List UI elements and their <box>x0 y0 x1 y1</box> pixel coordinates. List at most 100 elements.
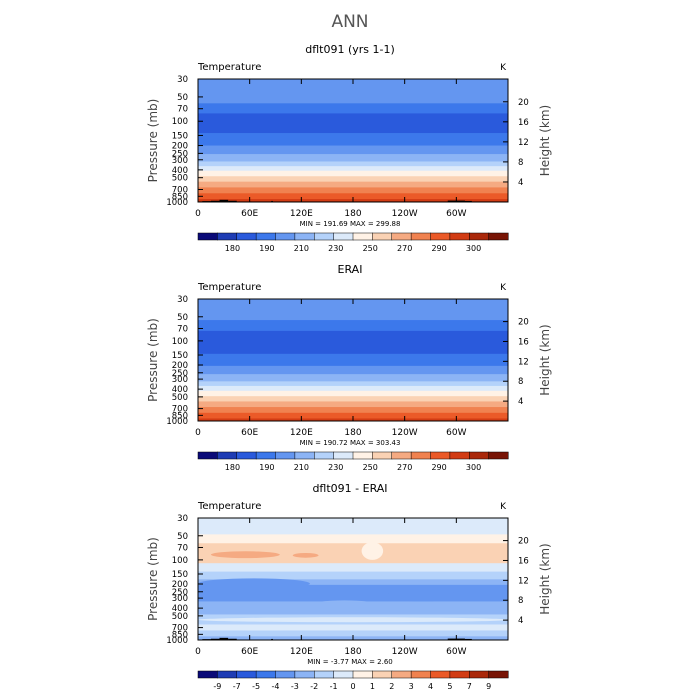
pressure-tick-label: 30 <box>177 514 188 524</box>
x-tick-label: 60W <box>446 647 466 657</box>
colorbar-swatch <box>488 232 509 241</box>
panel-title: ERAI <box>338 263 363 276</box>
colorbar-label: 2 <box>389 682 394 691</box>
colorbar-label: 250 <box>363 244 378 253</box>
colorbar-swatch <box>314 451 335 460</box>
contour-band <box>198 187 508 194</box>
x-tick-label: 180 <box>344 428 361 438</box>
contour-band <box>198 374 508 382</box>
terrain-mask <box>210 200 220 202</box>
terrain-mask <box>464 638 472 640</box>
colorbar-swatch <box>488 451 509 460</box>
contour-band <box>198 401 508 408</box>
pressure-tick-label: 70 <box>177 543 188 553</box>
y2-axis-label: Height (km) <box>538 543 552 614</box>
x-tick-label: 0 <box>195 209 201 219</box>
colorbar-swatch <box>275 232 296 241</box>
colorbar-label: 210 <box>294 463 309 472</box>
pressure-tick-label: 200 <box>172 361 188 371</box>
min-max-stats: MIN = -3.77 MAX = 2.60 <box>307 658 393 666</box>
colorbar-label: 190 <box>259 463 274 472</box>
colorbar-swatch <box>449 451 470 460</box>
terrain-mask <box>210 638 220 640</box>
pressure-tick-label: 500 <box>172 174 188 184</box>
colorbar-swatch <box>372 232 393 241</box>
colorbar-swatch <box>352 232 373 241</box>
colorbar-swatch <box>217 232 238 241</box>
x-tick-label: 120E <box>290 428 313 438</box>
panel-title: dflt091 (yrs 1-1) <box>305 43 395 56</box>
colorbar-label: 300 <box>466 463 481 472</box>
pressure-tick-label: 150 <box>172 351 188 361</box>
pressure-tick-label: 30 <box>177 75 188 85</box>
colorbar-label: -4 <box>272 682 280 691</box>
pressure-tick-label: 100 <box>172 556 188 566</box>
field-label: Temperature <box>197 501 261 512</box>
terrain-mask <box>464 200 472 202</box>
colorbar-label: 4 <box>428 682 433 691</box>
x-tick-label: 120E <box>290 647 313 657</box>
contour-feature <box>292 552 319 558</box>
colorbar-swatch <box>391 232 412 241</box>
height-tick-label: 4 <box>518 397 523 407</box>
pressure-tick-label: 850 <box>172 630 188 640</box>
pressure-tick-label: 50 <box>177 532 188 542</box>
colorbar-swatch <box>410 670 432 679</box>
pressure-tick-label: 50 <box>177 313 188 323</box>
colorbar-swatch <box>197 232 218 241</box>
pressure-tick-label: 30 <box>177 295 188 305</box>
contour-band <box>198 412 508 419</box>
contour-band <box>198 579 508 586</box>
colorbar-swatch <box>449 670 470 679</box>
contour-band <box>198 154 508 162</box>
pressure-tick-label: 400 <box>172 604 188 614</box>
colorbar-swatch <box>275 670 296 679</box>
colorbar-label: 1 <box>370 682 375 691</box>
contour-band <box>198 396 508 402</box>
y-axis-label: Pressure (mb) <box>146 99 160 183</box>
pressure-tick-label: 150 <box>172 131 188 141</box>
colorbar-label: 180 <box>225 463 240 472</box>
colorbar-swatch <box>430 451 451 460</box>
height-tick-label: 20 <box>518 98 529 108</box>
colorbar-swatch <box>372 670 393 679</box>
colorbar-swatch <box>449 232 470 241</box>
colorbar-label: 0 <box>350 682 355 691</box>
contour-band <box>198 624 508 631</box>
units-label: K <box>500 63 507 73</box>
x-tick-label: 0 <box>195 647 201 657</box>
x-tick-label: 60W <box>446 209 466 219</box>
terrain-mask <box>271 200 273 202</box>
colorbar-label: -5 <box>252 682 260 691</box>
terrain-mask <box>228 200 237 202</box>
pressure-tick-label: 250 <box>172 369 188 379</box>
pressure-tick-label: 300 <box>172 375 188 385</box>
pressure-tick-label: 1000 <box>166 198 188 208</box>
height-tick-label: 8 <box>518 596 523 606</box>
colorbar-swatch <box>430 670 451 679</box>
x-tick-label: 180 <box>344 209 361 219</box>
contour-band <box>198 170 508 177</box>
colorbar-label: 290 <box>431 244 446 253</box>
height-tick-label: 12 <box>518 357 529 367</box>
colorbar-swatch <box>469 451 490 460</box>
plot-area <box>198 79 508 202</box>
x-tick-label: 120W <box>392 647 418 657</box>
colorbar-swatch <box>236 232 257 241</box>
colorbar-swatch <box>391 451 412 460</box>
colorbar-label: -2 <box>310 682 318 691</box>
contour-band <box>198 563 508 573</box>
colorbar-label: 180 <box>225 244 240 253</box>
height-tick-label: 12 <box>518 138 529 148</box>
pressure-tick-label: 700 <box>172 624 188 634</box>
height-tick-label: 4 <box>518 178 523 188</box>
plot-area <box>198 299 508 421</box>
y2-axis-label: Height (km) <box>538 105 552 176</box>
pressure-tick-label: 300 <box>172 594 188 604</box>
contour-band <box>198 630 508 637</box>
y-axis-label: Pressure (mb) <box>146 537 160 621</box>
colorbar-label: 5 <box>447 682 452 691</box>
pressure-tick-label: 700 <box>172 405 188 415</box>
x-tick-label: 60E <box>241 209 258 219</box>
